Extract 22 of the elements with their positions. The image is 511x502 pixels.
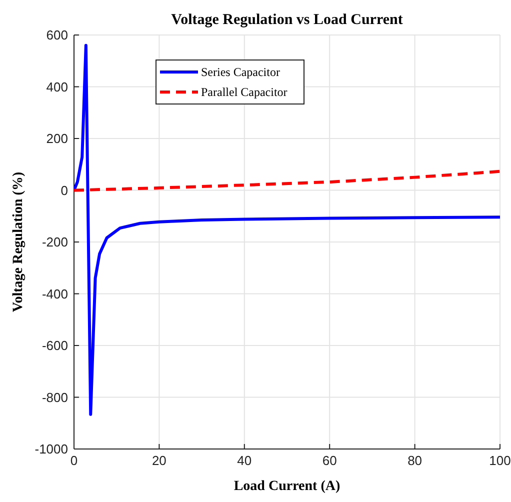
legend-label: Series Capacitor [201,65,280,79]
x-tick-label: 20 [152,453,166,468]
legend-label: Parallel Capacitor [201,85,288,99]
x-tick-label: 80 [408,453,422,468]
y-tick-label: -1000 [34,442,68,456]
chart-title: Voltage Regulation vs Load Current [171,12,403,28]
line-series [74,170,500,192]
y-tick-label: -800 [42,390,68,405]
y-tick-label: -600 [42,338,68,353]
x-tick-label: 100 [489,453,511,468]
x-axis-title: Load Current (A) [234,479,340,494]
y-tick-label: -400 [42,286,68,302]
y-tick-label: -200 [42,234,68,250]
y-tick-label: 200 [46,131,68,146]
y-tick-label: 400 [46,79,68,94]
x-tick-label: 40 [237,453,252,468]
x-tick-label: 0 [70,453,78,468]
y-axis-title: Voltage Regulation (%) [11,172,26,312]
x-tick-label: 60 [322,453,337,468]
y-tick-label: 0 [60,182,68,198]
y-tick-label: 600 [46,28,68,42]
line-series [74,44,500,416]
